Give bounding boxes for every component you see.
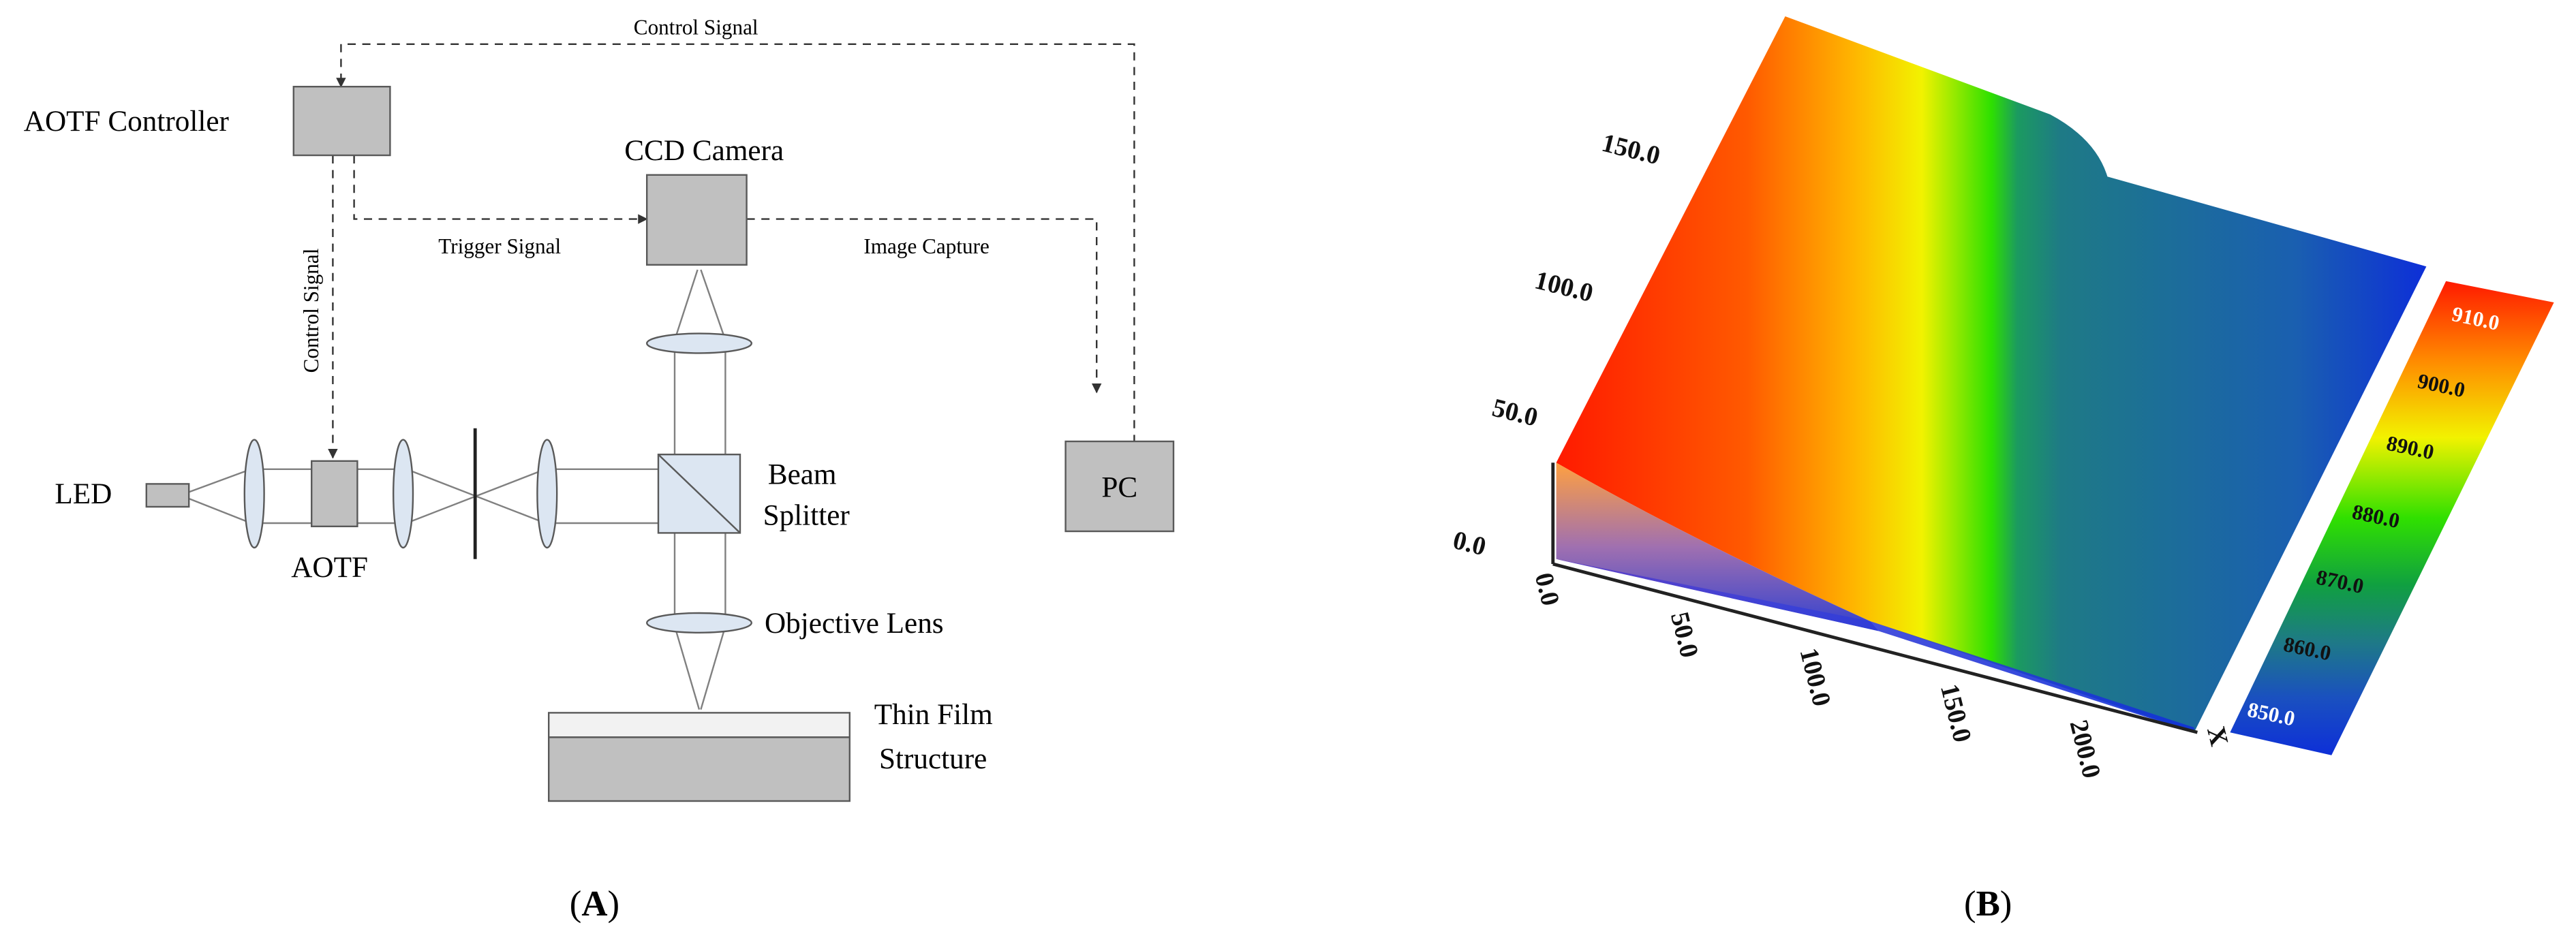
thin-film-structure xyxy=(548,712,850,802)
label-trigger-signal: Trigger Signal xyxy=(438,234,561,258)
lens-2 xyxy=(392,439,414,549)
y-tick-150: 150.0 xyxy=(1599,129,1663,171)
lens-1 xyxy=(243,439,265,549)
lens-3 xyxy=(536,439,558,549)
y-tick-50: 50.0 xyxy=(1489,394,1540,433)
colorbar xyxy=(2230,281,2554,755)
surface-top xyxy=(1556,16,2427,733)
label-image-capture: Image Capture xyxy=(863,234,989,258)
lens-tube-lens xyxy=(646,332,752,354)
label-ccd-camera: CCD Camera xyxy=(624,135,784,167)
optical-path xyxy=(188,269,726,710)
label-aotf-controller: AOTF Controller xyxy=(24,106,229,138)
ccd-camera-box xyxy=(646,174,748,266)
x-tick-50: 50.0 xyxy=(1665,609,1704,660)
y-tick-100: 100.0 xyxy=(1532,266,1596,308)
label-pc: PC xyxy=(1101,472,1137,504)
led-source xyxy=(145,483,190,508)
label-thin-film: Thin Film xyxy=(874,699,993,731)
panel-a-setup-diagram: Control Signal AOTF Controller CCD Camer… xyxy=(24,15,1175,924)
panel-a-caption: (A) xyxy=(570,884,619,924)
x-tick-150: 150.0 xyxy=(1935,681,1977,745)
surface-front-wedge xyxy=(1556,463,1879,631)
x-tick-0: 0.0 xyxy=(1529,570,1565,609)
x-tick-100: 100.0 xyxy=(1794,645,1836,709)
x-tick-200: 200.0 xyxy=(2064,717,2106,781)
aotf-controller-box xyxy=(292,86,391,157)
label-control-signal-side: Control Signal xyxy=(299,248,323,373)
y-tick-0: 0.0 xyxy=(1450,526,1489,561)
trigger-signal-line xyxy=(353,155,648,224)
control-signal-top-line xyxy=(336,43,1135,488)
beam-splitter xyxy=(657,454,741,534)
lenses xyxy=(243,332,752,633)
label-beam: Beam xyxy=(768,458,837,490)
label-structure: Structure xyxy=(879,743,987,775)
plot-axis-x xyxy=(1552,562,2198,734)
x-axis-label: X xyxy=(2201,723,2234,749)
signal-lines xyxy=(328,43,1135,488)
aotf-crystal xyxy=(310,460,358,527)
label-splitter: Splitter xyxy=(763,499,850,531)
objective-lens xyxy=(646,612,752,633)
label-led: LED xyxy=(55,478,112,510)
label-objective-lens: Objective Lens xyxy=(765,608,944,640)
label-control-signal-top: Control Signal xyxy=(634,15,758,39)
label-aotf: AOTF xyxy=(291,552,368,584)
panel-b-caption: (B) xyxy=(1964,884,2012,924)
pc-box xyxy=(1064,440,1175,533)
panel-b-thickness-map: 0.0 50.0 100.0 150.0 0.0 50.0 100.0 150.… xyxy=(1450,16,2554,924)
